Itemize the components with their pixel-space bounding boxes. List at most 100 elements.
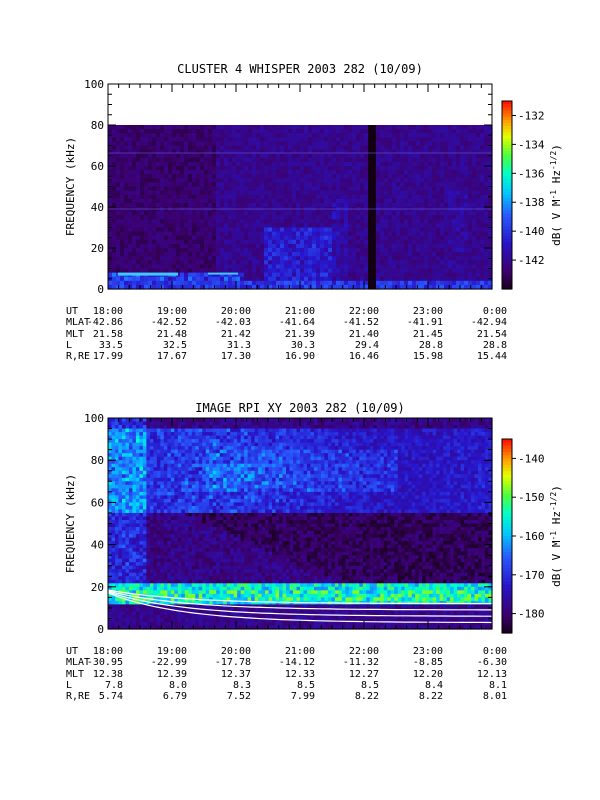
spectrogram-cell — [248, 133, 253, 138]
spectrogram-cell — [428, 161, 433, 167]
spectrogram-cell — [396, 239, 401, 245]
spectrogram-cell — [240, 186, 245, 192]
spectrogram-cell — [256, 157, 261, 163]
spectrogram-cell — [216, 256, 221, 261]
spectrogram-cell — [296, 248, 301, 253]
spectrogram-cell — [149, 555, 154, 560]
spectrogram-cell — [135, 463, 141, 468]
spectrogram-cell — [364, 174, 369, 179]
spectrogram-cell — [216, 157, 221, 163]
spectrogram-cell — [404, 174, 409, 179]
spectrogram-cell — [116, 264, 121, 270]
spectrogram-cell — [128, 456, 134, 461]
spectrogram-cell — [476, 149, 481, 155]
spectrogram-cell — [116, 223, 121, 229]
spectrogram-cell — [296, 145, 301, 151]
spectrogram-cell — [308, 256, 313, 261]
spectrogram-cell — [144, 153, 149, 159]
spectrogram-cell — [288, 227, 293, 233]
spectrogram-cell — [228, 272, 233, 278]
spectrogram-cell — [188, 202, 193, 208]
spectrogram-cell — [312, 264, 317, 270]
spectrogram-cell — [236, 276, 241, 282]
spectrogram-cell — [240, 178, 245, 183]
spectrogram-cell — [204, 129, 209, 134]
spectrogram-cell — [452, 153, 457, 159]
spectrogram-cell — [232, 272, 237, 278]
spectrogram-cell — [164, 174, 169, 179]
spectrogram-cell — [204, 149, 209, 155]
spectrogram-cell — [320, 284, 325, 290]
spectrogram-cell — [132, 280, 137, 286]
spectrogram-cell — [164, 268, 169, 274]
spectrogram-cell — [264, 211, 269, 216]
spectrogram-cell — [316, 182, 321, 188]
spectrogram-cell — [412, 215, 417, 220]
spectrogram-cell — [304, 272, 309, 278]
spectrogram-cell — [340, 260, 345, 265]
spectrogram-cell — [260, 161, 265, 167]
spectrogram-cell — [204, 243, 209, 249]
spectrogram-cell — [208, 260, 213, 265]
spectrogram-cell — [312, 137, 317, 142]
spectrogram-cell — [204, 178, 209, 183]
spectrogram-cell — [108, 182, 113, 188]
spectrogram-cell — [316, 153, 321, 159]
spectrogram-cell — [108, 600, 113, 605]
spectrogram-cell — [252, 235, 257, 241]
spectrogram-cell — [256, 280, 261, 286]
spectrogram-cell — [364, 194, 369, 200]
spectrogram-cell — [232, 153, 237, 159]
spectrogram-cell — [192, 186, 197, 192]
spectrogram-cell — [204, 190, 209, 196]
spectrogram-cell — [204, 252, 209, 257]
spectrogram-cell — [132, 460, 137, 465]
spectrogram-cell — [153, 428, 158, 433]
spectrogram-cell — [348, 268, 353, 274]
spectrogram-cell — [280, 264, 285, 270]
spectrogram-cell — [111, 477, 116, 482]
spectrogram-cell — [112, 284, 117, 290]
spectrogram-cell — [180, 264, 185, 270]
spectrogram-cell — [316, 215, 321, 220]
spectrogram-cell — [356, 182, 361, 188]
spectrogram-cell — [244, 268, 249, 274]
spectrogram-cell — [212, 231, 217, 237]
spectrogram-cell — [140, 178, 145, 183]
spectrogram-cell — [480, 223, 485, 229]
spectrogram-cell — [288, 219, 293, 224]
spectrogram-cell — [212, 149, 217, 155]
spectrogram-cell — [380, 174, 385, 179]
spectrogram-cell — [114, 544, 120, 549]
spectrogram-cell — [121, 432, 127, 437]
spectrogram-cell — [172, 182, 177, 188]
spectrogram-cell — [440, 153, 445, 159]
spectrogram-cell — [264, 280, 269, 286]
spectrogram-cell — [428, 125, 433, 130]
spectrogram-cell — [125, 558, 130, 563]
spectrogram-cell — [196, 137, 201, 142]
spectrogram-cell — [114, 597, 120, 602]
spectrogram-cell — [144, 223, 149, 229]
spectrogram-cell — [292, 256, 297, 261]
spectrogram-cell — [140, 239, 145, 245]
spectrogram-cell — [128, 562, 134, 567]
spectrogram-cell — [144, 248, 149, 253]
spectrogram-cell — [312, 166, 317, 171]
spectrogram-cell — [268, 178, 273, 183]
spectrogram-cell — [316, 227, 321, 233]
spectrogram-cell — [336, 198, 341, 204]
spectrogram-cell — [149, 607, 154, 613]
spectrogram-cell — [284, 276, 289, 282]
spectrogram-cell — [416, 264, 421, 270]
spectrogram-cell — [452, 190, 457, 196]
spectrogram-cell — [216, 125, 221, 130]
spectrogram-cell — [436, 170, 441, 175]
spectrogram-cell — [276, 235, 281, 241]
spectrogram-cell — [111, 551, 116, 556]
spectrogram-cell — [142, 611, 147, 616]
spectrogram-cell — [464, 235, 469, 241]
spectrogram-cell — [196, 243, 201, 249]
spectrogram-cell — [292, 149, 297, 155]
spectrogram-cell — [132, 614, 137, 620]
